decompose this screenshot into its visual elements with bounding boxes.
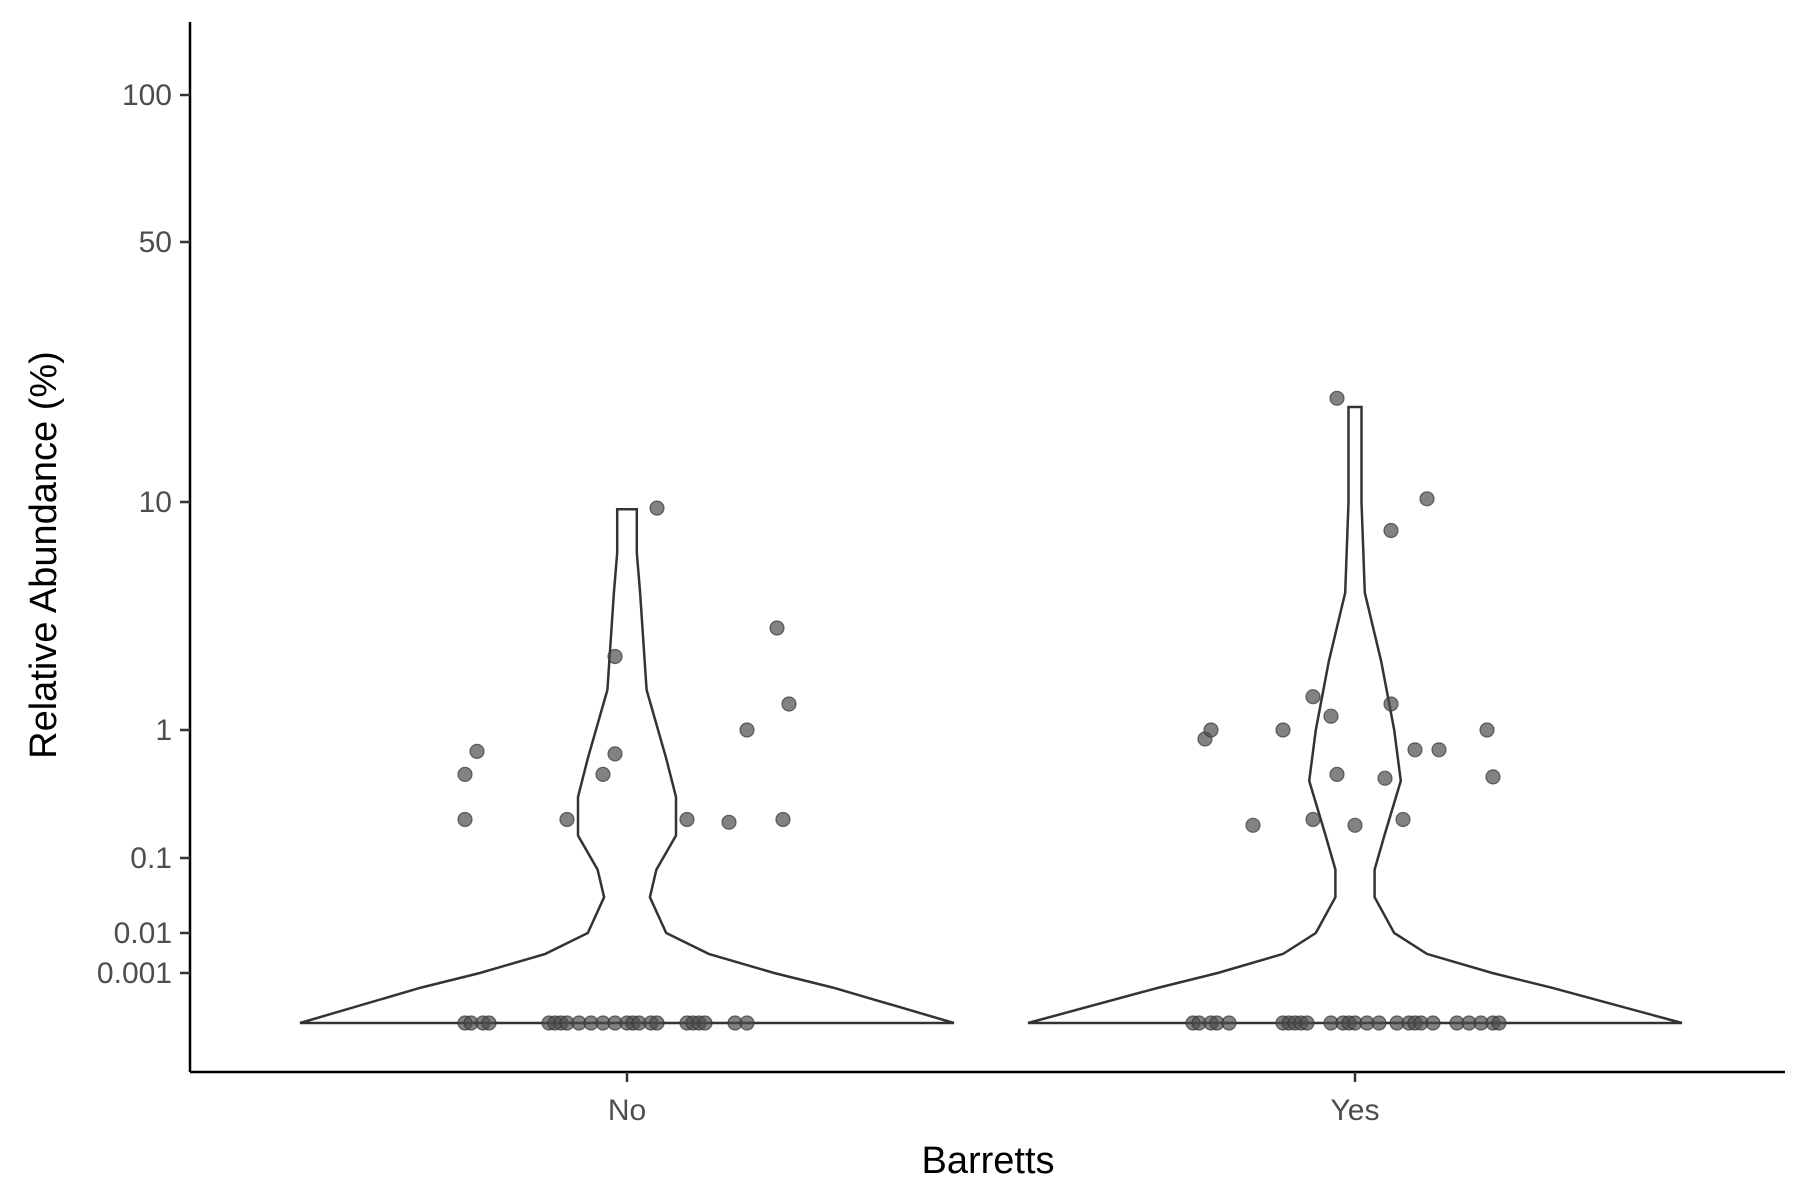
data-point [1347,817,1363,833]
data-point [697,1015,713,1031]
x-axis-title: Barretts [921,1140,1054,1182]
data-point [607,746,623,762]
data-point [1275,722,1291,738]
x-axis-ticks: No Yes [608,1072,1380,1127]
data-point [1377,770,1393,786]
data-point [1407,742,1423,758]
y-axis-title: Relative Abundance (%) [23,351,65,759]
data-point [1479,722,1495,738]
data-point [1329,766,1345,783]
data-point [1431,742,1447,758]
y-tick-label: 0.001 [97,957,172,990]
violin-no [299,507,955,1025]
data-point [739,1015,755,1031]
data-point [1491,1015,1507,1031]
data-point [1329,390,1345,406]
data-point [649,1015,665,1031]
data-point [1395,811,1411,828]
data-point [1425,1015,1441,1031]
violin-yes [1027,405,1683,1025]
data-point [481,1015,497,1031]
data-point [1305,689,1321,705]
data-point [1299,1015,1315,1031]
data-point [595,766,611,783]
x-tick-label: Yes [1331,1094,1380,1127]
data-point [1221,1015,1237,1031]
data-point [679,811,695,828]
data-point [457,766,473,783]
data-point [739,722,755,738]
data-point [649,500,665,516]
data-point [769,620,785,636]
y-tick-label: 50 [139,226,172,259]
data-point [775,811,791,828]
y-tick-label: 1 [155,714,172,747]
data-point [1383,522,1399,539]
plot-area [299,390,1683,1031]
axes [188,22,1785,1074]
y-tick-label: 0.1 [130,842,172,875]
data-point [1305,811,1321,828]
data-point [1203,722,1219,738]
data-point [607,648,623,665]
data-point [781,696,797,712]
data-point [469,743,485,760]
data-point [721,814,737,830]
y-axis-ticks: 100 50 10 1 0.1 0.01 0.001 [97,79,190,990]
y-tick-label: 100 [122,79,172,112]
data-point [1323,708,1339,724]
data-point [1419,491,1435,507]
data-point [457,811,473,828]
x-tick-label: No [608,1094,646,1127]
y-tick-label: 10 [139,486,172,519]
data-point [1245,817,1261,833]
data-point [1383,696,1399,712]
data-point [1371,1015,1387,1031]
data-point [559,811,575,828]
data-point [1485,769,1501,785]
y-tick-label: 0.01 [114,917,172,950]
